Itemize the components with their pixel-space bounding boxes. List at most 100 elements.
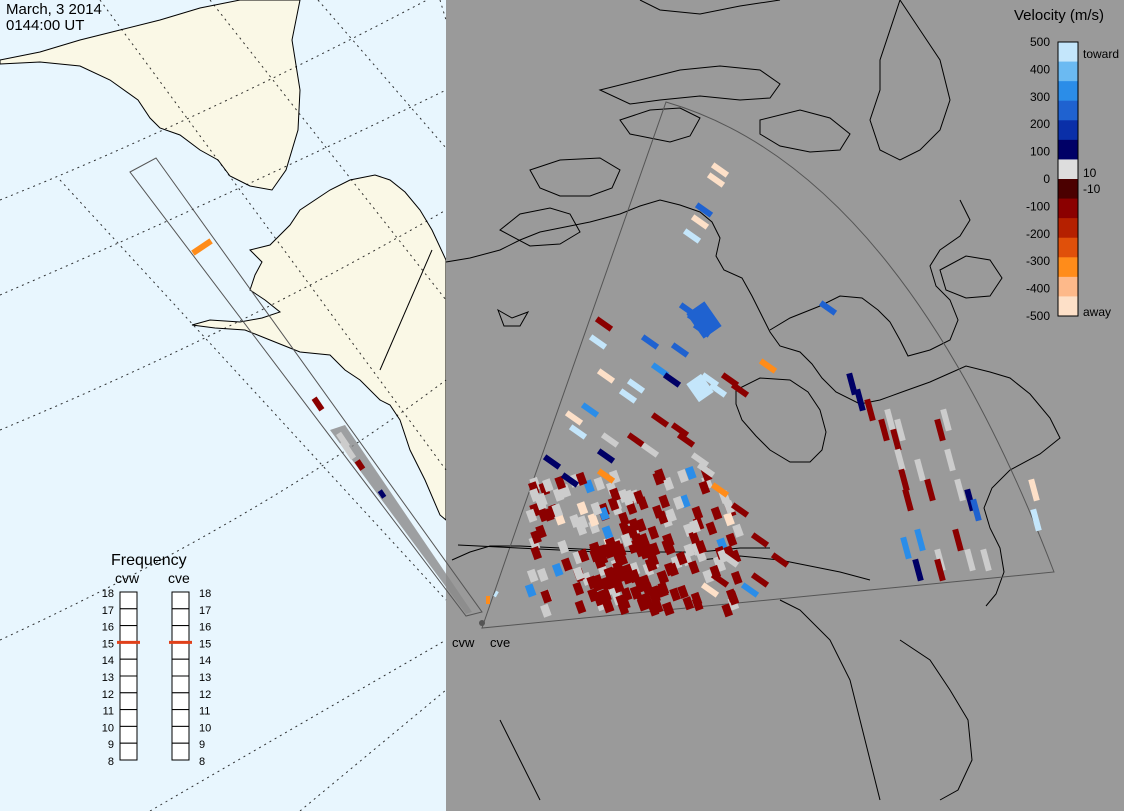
echo-cell <box>670 422 690 438</box>
frequency-scale-label: 17 <box>199 605 211 617</box>
echo-cell <box>890 428 902 452</box>
echo-cell <box>612 578 625 594</box>
echo-cell <box>770 552 790 568</box>
frequency-scale-label: 18 <box>102 588 114 600</box>
legend-colorbar <box>1057 41 1079 317</box>
echo-cell <box>620 533 633 548</box>
echo-cell <box>336 431 350 449</box>
frequency-scale-label: 14 <box>199 655 211 667</box>
echo-cell <box>706 172 726 188</box>
echo-cell <box>708 382 728 398</box>
night-shading <box>446 0 1124 811</box>
legend-tick-label: -500 <box>1026 309 1050 323</box>
echo-cell <box>577 548 590 563</box>
echo-cell <box>894 418 906 442</box>
echo-cell <box>750 532 770 548</box>
echo-cell <box>628 518 641 533</box>
echo-cell <box>720 552 740 568</box>
legend-away-label: away <box>1083 305 1111 319</box>
echo-cell <box>593 554 606 569</box>
echo-cell <box>690 452 710 468</box>
echo-cell <box>540 603 552 618</box>
echo-cell <box>980 548 992 572</box>
echo-cell <box>970 498 982 522</box>
frequency-cell <box>171 725 190 744</box>
echo-cell <box>650 362 670 378</box>
frequency-scale-label: 8 <box>108 756 114 768</box>
echo-cell <box>576 501 589 516</box>
echo-cell <box>700 582 720 598</box>
graticule <box>0 0 447 811</box>
echo-cell <box>557 539 569 554</box>
echo-cell <box>540 589 553 604</box>
legend-tick-label: 500 <box>1030 35 1050 49</box>
echo-cell <box>642 544 655 559</box>
frequency-cell <box>171 709 190 727</box>
echo-cell <box>900 536 912 560</box>
legend-swatch <box>1058 257 1078 278</box>
echo-cell <box>564 410 584 426</box>
echo-cell <box>526 568 539 583</box>
echo-cell <box>685 465 697 480</box>
echo-cell <box>677 584 689 599</box>
echo-cell <box>486 596 490 604</box>
echo-cell <box>698 480 711 495</box>
echo-cell <box>898 468 910 492</box>
frequency-cell <box>171 675 190 694</box>
frequency-cell <box>119 709 138 727</box>
echo-cell <box>640 442 660 458</box>
echo-cell <box>636 594 649 609</box>
echo-cell <box>621 491 634 506</box>
echo-cell <box>377 489 387 499</box>
legend-inner-tick-pos: 10 <box>1083 166 1097 180</box>
echo-cell <box>650 599 664 614</box>
echo-cell <box>596 448 616 464</box>
legend-swatch <box>1058 120 1078 141</box>
legend-swatch <box>1058 296 1078 317</box>
echo-cell <box>530 546 543 561</box>
echo-cell <box>710 482 730 498</box>
legend-swatch <box>1058 179 1078 200</box>
frequency-scale-label: 11 <box>199 706 210 718</box>
frequency-scale-label: 10 <box>199 722 211 734</box>
frequency-scale-label: 15 <box>102 638 114 650</box>
echo-cell <box>661 538 675 553</box>
echo-cell <box>723 500 736 515</box>
legend-tick-labels: 500 400 300 200 100 0 -100 -200 -300 -400 -500 <box>1026 35 1050 323</box>
echo-cell <box>940 408 952 432</box>
echo-cell <box>536 567 549 582</box>
time-label: 0144:00 UT <box>6 17 85 34</box>
echo-cell <box>618 388 638 404</box>
echo-cell <box>690 214 710 230</box>
frequency-panel: Frequency cvw cve 1817161514131211109818… <box>102 552 212 768</box>
echo-cell <box>688 560 700 575</box>
frequency-cell <box>171 608 190 627</box>
frequency-scale-label: 15 <box>199 638 211 650</box>
echo-cell <box>568 424 588 440</box>
echo-cell <box>725 532 738 547</box>
frequency-scale-label: 17 <box>102 605 114 617</box>
echo-cell <box>656 570 670 585</box>
frequency-scale-label: 9 <box>199 739 205 751</box>
frequency-scale-label: 13 <box>102 672 114 684</box>
legend-swatch <box>1058 218 1078 239</box>
echo-cell <box>732 523 744 538</box>
echo-cell <box>700 372 720 388</box>
echo-cell <box>572 581 585 596</box>
timestamp: March, 3 2014 0144:00 UT <box>6 2 102 34</box>
echo-cell <box>894 448 906 472</box>
frequency-radar-cve: cve <box>168 570 190 586</box>
echo-cell <box>670 342 690 358</box>
echo-cell <box>912 558 924 582</box>
frequency-cell <box>171 641 190 660</box>
echo-cell <box>524 583 537 598</box>
echo-cell <box>593 476 606 491</box>
echo-cell <box>652 471 665 486</box>
legend-swatch <box>1058 198 1078 219</box>
echo-cell <box>902 488 914 512</box>
echo-cell <box>596 468 616 484</box>
echo-cell <box>682 228 702 244</box>
echo-cell <box>682 596 695 611</box>
echo-cell <box>818 300 838 316</box>
